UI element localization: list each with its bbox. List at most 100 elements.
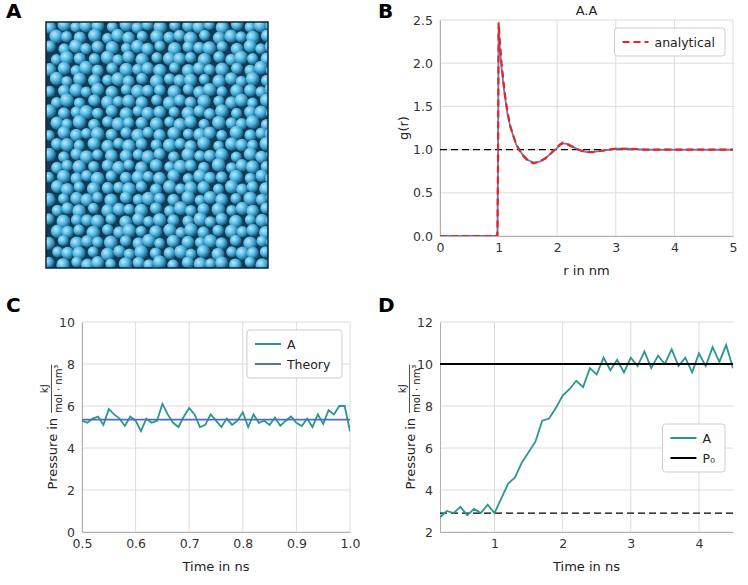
- x-tick-label: 0.8: [233, 536, 253, 551]
- x-tick: 0.8: [233, 532, 253, 551]
- particle: [136, 138, 148, 150]
- x-tick-label: 0.6: [126, 536, 146, 551]
- x-axis: 1234: [441, 532, 734, 551]
- particle: [167, 127, 180, 140]
- particle: [143, 171, 154, 182]
- particle: [101, 50, 115, 64]
- grid-line-y: [82, 448, 350, 449]
- y-tick-label: 6: [67, 399, 75, 414]
- particle: [255, 258, 268, 268]
- particle: [88, 161, 99, 172]
- chart-title: A.A: [576, 3, 598, 18]
- particle: [143, 216, 154, 227]
- y-tick-label: 8: [67, 357, 75, 372]
- x-tick: 5: [730, 236, 738, 255]
- y-axis: 0246810: [59, 315, 82, 540]
- particle: [205, 258, 216, 268]
- particle: [74, 181, 85, 192]
- particle: [226, 205, 237, 216]
- y-tick-label: 2.5: [413, 13, 433, 28]
- y-tick-label: 1.0: [413, 142, 433, 157]
- panel-letter: D: [378, 293, 395, 317]
- y-tick: 2: [67, 483, 82, 498]
- x-axis-title: r in nm: [563, 263, 609, 278]
- particle: [260, 246, 268, 258]
- particle: [197, 245, 210, 258]
- y-tick: 1.0: [413, 142, 440, 157]
- particle: [106, 170, 117, 181]
- legend-swatch: [255, 363, 281, 365]
- legend-label: A: [287, 337, 296, 352]
- panel-letter: A: [6, 0, 22, 23]
- legend-swatch: [255, 343, 281, 345]
- particle: [197, 137, 210, 150]
- x-tick: 3: [627, 532, 635, 551]
- particle: [154, 84, 166, 96]
- particle: [151, 52, 162, 63]
- x-tick-label: 4: [671, 240, 679, 255]
- x-tick-label: 0.5: [73, 536, 93, 551]
- plot-area: [440, 345, 733, 517]
- particle: [106, 62, 118, 74]
- particle: [111, 72, 125, 86]
- particle: [174, 30, 186, 42]
- particle: [81, 128, 92, 139]
- series-line: [440, 345, 733, 517]
- y-tick: 8: [67, 357, 82, 372]
- particle: [169, 62, 180, 73]
- series-line: [440, 30, 733, 236]
- particle: [174, 245, 188, 259]
- grid-line-x: [557, 20, 558, 236]
- particle: [73, 224, 84, 235]
- particle: [151, 95, 162, 106]
- particle: [124, 204, 135, 215]
- y-axis: 24681012: [417, 315, 440, 540]
- panel-letter: C: [6, 293, 21, 317]
- y-axis-title: Pressure inkJmol · nm³: [397, 365, 422, 490]
- particle: [216, 237, 228, 249]
- particle: [80, 43, 91, 54]
- particle: [88, 94, 100, 106]
- particle: [236, 31, 247, 42]
- particle: [229, 258, 242, 268]
- particle: [244, 147, 257, 160]
- x-axis: 012345: [437, 236, 738, 255]
- x-axis-title: Time in ns: [552, 559, 620, 574]
- particle: [120, 172, 132, 184]
- particle: [46, 148, 56, 162]
- particle: [163, 138, 177, 152]
- particle: [182, 256, 194, 268]
- particle: [87, 137, 100, 150]
- particle: [81, 86, 92, 97]
- particle: [230, 126, 244, 140]
- x-tick-label: 0.9: [287, 536, 307, 551]
- x-axis-line: [83, 532, 351, 533]
- particle: [244, 39, 257, 52]
- legend-label: analytical: [655, 35, 716, 50]
- y-axis-title-text: Pressure in: [403, 418, 418, 490]
- y-tick-label: 2: [425, 525, 433, 540]
- particle: [245, 214, 256, 225]
- particle: [81, 235, 93, 247]
- grid-line-y: [440, 532, 733, 533]
- particle: [212, 158, 226, 172]
- grid-line-x: [242, 322, 243, 532]
- particle: [185, 160, 197, 172]
- y-tick: 4: [425, 483, 440, 498]
- plot-area: [440, 23, 733, 236]
- grid-line-x: [630, 322, 631, 532]
- grid: [82, 322, 350, 532]
- y-tick: 6: [425, 441, 440, 456]
- particle: [153, 106, 166, 119]
- y-tick: 4: [67, 441, 82, 456]
- particle: [163, 32, 175, 44]
- y-tick: 0: [67, 525, 82, 540]
- particle: [46, 86, 55, 97]
- particle: [203, 83, 216, 96]
- y-tick: 0.5: [413, 185, 440, 200]
- particle: [215, 256, 228, 268]
- reference-line: [440, 512, 733, 513]
- particle: [164, 116, 175, 127]
- grid-line-y: [440, 322, 733, 323]
- y-tick-label: 0: [67, 525, 75, 540]
